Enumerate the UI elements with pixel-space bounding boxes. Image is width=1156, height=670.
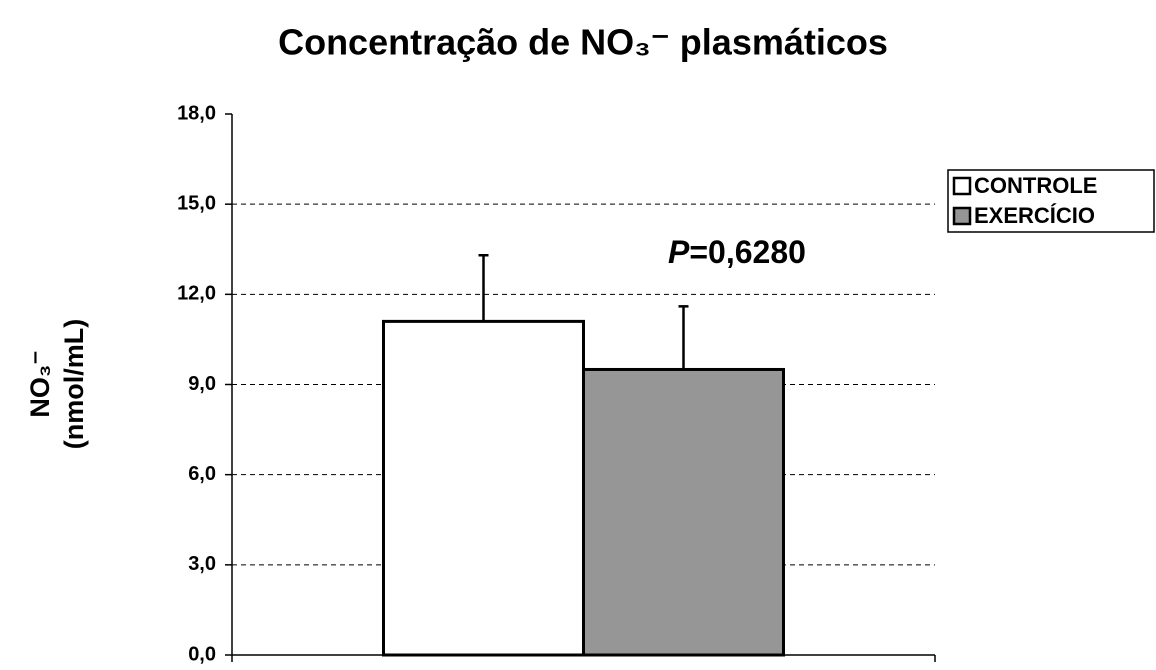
y-tick-label: 15,0 [177, 192, 216, 214]
y-tick-label: 3,0 [188, 553, 216, 575]
bar [582, 367, 785, 657]
y-label-line: (nmol/mL) [59, 319, 89, 449]
y-tick-label: 9,0 [188, 373, 216, 395]
bar [382, 319, 585, 657]
y-tick-label: 18,0 [177, 102, 216, 124]
legend-swatch [952, 176, 972, 196]
y-axis-label: NO₃⁻ (nmol/mL) [25, 319, 89, 449]
legend-label: EXERCÍCIO [974, 203, 1095, 228]
y-tick-label: 12,0 [177, 283, 216, 305]
legend-swatch [952, 206, 972, 226]
y-tick-label: 6,0 [188, 463, 216, 485]
y-tick-label: 0,0 [188, 643, 216, 665]
annotation-p: P [668, 234, 690, 270]
legend-label: CONTROLE [974, 173, 1097, 198]
y-label-line: NO₃⁻ [25, 350, 55, 417]
chart-title: Concentração de NO₃⁻ plasmáticos [278, 22, 888, 63]
annotation-value: =0,6280 [689, 234, 806, 270]
legend-box [947, 169, 1155, 233]
annotation: P=0,6280 [668, 234, 806, 270]
